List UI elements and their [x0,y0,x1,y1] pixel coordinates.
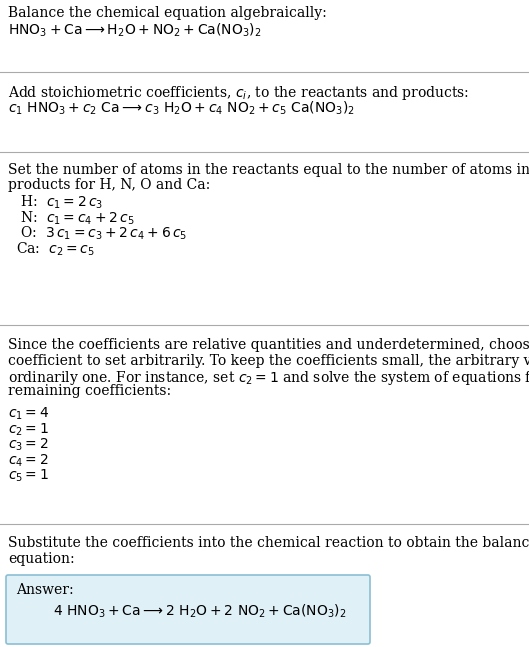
Text: N:  $c_1 = c_4 + 2\,c_5$: N: $c_1 = c_4 + 2\,c_5$ [16,210,135,227]
FancyBboxPatch shape [6,575,370,644]
Text: equation:: equation: [8,551,75,565]
Text: $4\ \mathregular{HNO_3} + \mathregular{Ca} \longrightarrow 2\ \mathregular{H_2O}: $4\ \mathregular{HNO_3} + \mathregular{C… [53,603,346,620]
Text: O:  $3\,c_1 = c_3 + 2\,c_4 + 6\,c_5$: O: $3\,c_1 = c_3 + 2\,c_4 + 6\,c_5$ [16,225,187,243]
Text: Ca:  $c_2 = c_5$: Ca: $c_2 = c_5$ [16,241,95,258]
Text: $c_3 = 2$: $c_3 = 2$ [8,437,49,454]
Text: $c_1\ \mathregular{HNO_3} + c_2\ \mathregular{Ca} \longrightarrow c_3\ \mathregu: $c_1\ \mathregular{HNO_3} + c_2\ \mathre… [8,100,355,117]
Text: Since the coefficients are relative quantities and underdetermined, choose a: Since the coefficients are relative quan… [8,338,529,352]
Text: remaining coefficients:: remaining coefficients: [8,384,171,399]
Text: Answer:: Answer: [16,583,74,597]
Text: ordinarily one. For instance, set $c_2 = 1$ and solve the system of equations fo: ordinarily one. For instance, set $c_2 =… [8,369,529,387]
Text: $c_4 = 2$: $c_4 = 2$ [8,452,49,469]
Text: products for H, N, O and Ca:: products for H, N, O and Ca: [8,179,210,193]
Text: $c_2 = 1$: $c_2 = 1$ [8,421,49,438]
Text: Substitute the coefficients into the chemical reaction to obtain the balanced: Substitute the coefficients into the che… [8,536,529,550]
Text: $\mathregular{HNO_3 + Ca} \longrightarrow \mathregular{H_2O + NO_2 + Ca(NO_3)_2}: $\mathregular{HNO_3 + Ca} \longrightarro… [8,21,261,39]
Text: $c_5 = 1$: $c_5 = 1$ [8,468,49,485]
Text: $c_1 = 4$: $c_1 = 4$ [8,406,49,422]
Text: Set the number of atoms in the reactants equal to the number of atoms in the: Set the number of atoms in the reactants… [8,163,529,177]
Text: Balance the chemical equation algebraically:: Balance the chemical equation algebraica… [8,6,327,20]
Text: H:  $c_1 = 2\,c_3$: H: $c_1 = 2\,c_3$ [16,194,103,212]
Text: coefficient to set arbitrarily. To keep the coefficients small, the arbitrary va: coefficient to set arbitrarily. To keep … [8,353,529,367]
Text: Add stoichiometric coefficients, $c_i$, to the reactants and products:: Add stoichiometric coefficients, $c_i$, … [8,84,469,102]
